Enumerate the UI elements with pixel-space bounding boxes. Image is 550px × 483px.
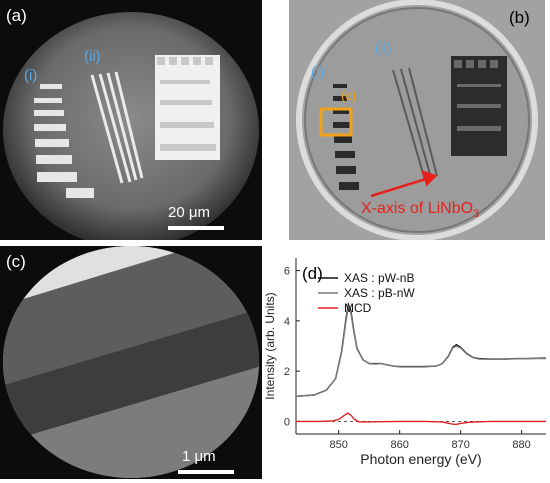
xray-image-b xyxy=(289,0,545,240)
x-tick-label: 860 xyxy=(390,439,408,451)
scale-label-a: 20 μm xyxy=(168,204,210,221)
axis-annotation-text: X-axis of LiNbO xyxy=(361,200,474,217)
panel-c-label: (c) xyxy=(6,252,26,271)
y-axis-label: Intensity (arb. Units) xyxy=(263,292,277,399)
x-tick-label: 850 xyxy=(330,439,348,451)
arrow xyxy=(370,170,438,198)
xas-chart: 0 2 4 6 850 860 870 880 Photon energy (eV) Intens… xyxy=(263,258,547,467)
y-tick-label: 6 xyxy=(284,266,290,278)
x-axis-label: Photon energy (eV) xyxy=(360,451,481,467)
panel-a-label: (a) xyxy=(6,6,27,25)
series-line-3 xyxy=(296,412,546,426)
legend-label-3: MCD xyxy=(344,301,372,315)
scale-label-c: 1 μm xyxy=(182,448,216,465)
scale-bar-a xyxy=(168,226,224,230)
panel-a: (a) (i) (ii) 20 μm xyxy=(0,0,262,240)
panel-d: 0 2 4 6 850 860 870 880 Photon energy (eV) Intens… xyxy=(262,246,550,483)
axis-annotation-sub: 3 xyxy=(473,208,480,221)
axis-annotation: X-axis of LiNbO3 xyxy=(361,200,479,220)
zoom-box xyxy=(319,107,353,137)
y-tick-label: 0 xyxy=(284,416,290,428)
region-i-label-b: (i) xyxy=(311,64,325,81)
panel-b: (b) (i) (ii) (c) X-axis of LiNbO3 xyxy=(289,0,545,240)
xray-image-c xyxy=(3,246,259,478)
y-tick-label: 2 xyxy=(284,366,290,378)
series-line-2 xyxy=(295,304,546,397)
x-tick-label: 870 xyxy=(451,439,469,451)
y-tick-label: 4 xyxy=(284,316,290,328)
xray-image-a xyxy=(3,12,259,240)
series-line-1 xyxy=(295,301,547,397)
legend-label-1: XAS : pW-nB xyxy=(344,271,414,285)
legend-label-2: XAS : pB-nW xyxy=(344,286,415,300)
x-tick-label: 880 xyxy=(512,439,530,451)
panel-b-label: (b) xyxy=(509,8,530,27)
panel-d-label: (d) xyxy=(302,264,323,283)
region-ii-label: (ii) xyxy=(84,48,101,65)
scale-bar-c xyxy=(178,470,234,474)
zoom-box-label: (c) xyxy=(341,88,357,103)
panel-c: (c) 1 μm xyxy=(0,246,262,479)
region-i-label: (i) xyxy=(24,67,38,84)
region-ii-label-b: (ii) xyxy=(375,40,392,57)
